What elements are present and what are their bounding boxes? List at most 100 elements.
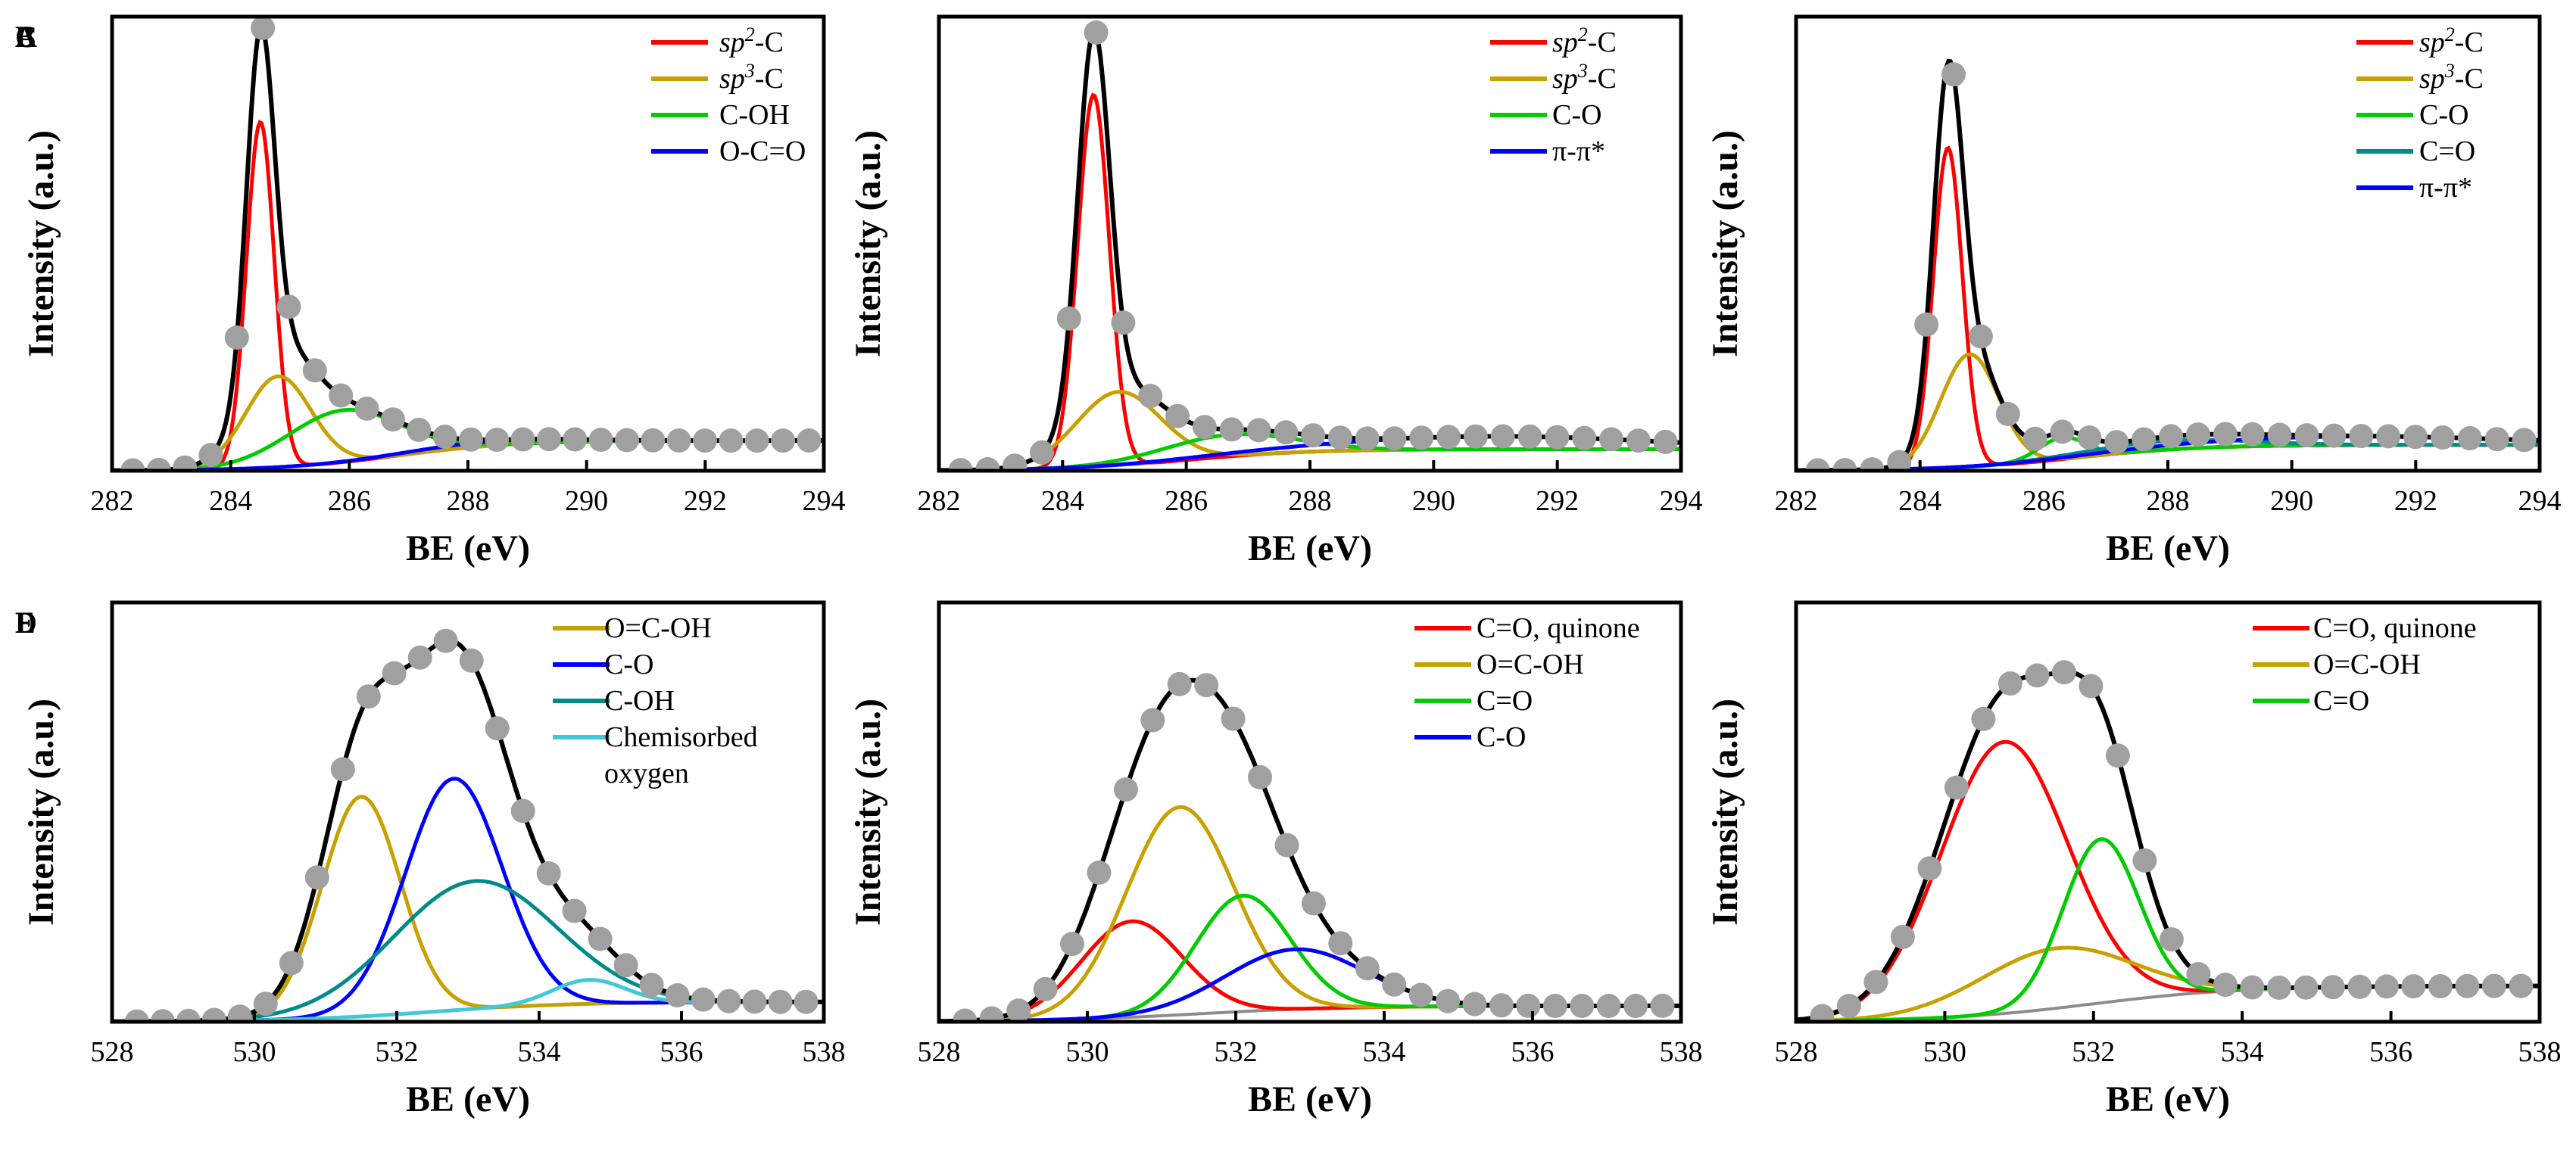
peak-c-o xyxy=(112,777,824,1022)
data-point xyxy=(1328,931,1353,956)
panel-e: 528 530 532 534 536 538 BE (eV) Intensity (a.u.… xyxy=(15,600,1703,1119)
data-point xyxy=(201,1007,226,1022)
legend-label: C-O xyxy=(1552,99,1601,131)
data-point xyxy=(953,1008,978,1022)
x-tick-label: 538 xyxy=(2518,1036,2562,1068)
data-point xyxy=(1355,426,1380,451)
data-point xyxy=(1863,970,1888,995)
x-tick-label: 530 xyxy=(233,1036,276,1068)
data-point xyxy=(768,989,793,1014)
plot-area xyxy=(112,628,824,1022)
y-axis-label: Intensity (a.u.) xyxy=(848,699,888,926)
legend-label: C=O xyxy=(2313,685,2369,717)
data-point xyxy=(1246,418,1271,443)
data-point xyxy=(1436,425,1461,450)
data-point xyxy=(2051,660,2076,685)
x-axis-label: BE (eV) xyxy=(406,1079,530,1119)
legend-label-part: sp xyxy=(719,26,745,58)
data-point xyxy=(1301,891,1326,916)
legend-label-superscript: 3 xyxy=(1577,60,1588,82)
legend: O=C-OH C-O C-OH Chemisorbed oxygen xyxy=(553,612,758,789)
data-point xyxy=(794,989,819,1014)
x-tick-label: 288 xyxy=(447,485,490,517)
data-point xyxy=(1941,62,1966,87)
data-point xyxy=(537,427,561,452)
data-point xyxy=(1409,425,1434,450)
data-point xyxy=(716,988,741,1013)
legend-label-superscript: 2 xyxy=(2445,23,2455,45)
data-point xyxy=(330,757,355,782)
data-point xyxy=(2484,427,2509,452)
legend-item: sp3-C xyxy=(2356,60,2484,95)
data-point xyxy=(2403,425,2428,450)
data-point xyxy=(2266,976,2291,1000)
data-point xyxy=(1489,993,1514,1018)
data-point xyxy=(665,983,690,1007)
legend-item: C=O xyxy=(2253,685,2369,717)
x-axis-label: BE (eV) xyxy=(2106,1079,2230,1119)
data-point xyxy=(1599,427,1623,452)
x-tick-label: 284 xyxy=(209,485,252,517)
data-point xyxy=(1274,833,1299,858)
x-tick-label: 288 xyxy=(1289,485,1332,517)
x-tick-label: 534 xyxy=(2221,1036,2264,1068)
legend-label-part: -C xyxy=(755,63,784,95)
legend-item: C=O xyxy=(2356,135,2475,167)
legend-label-part: -C xyxy=(755,26,784,58)
data-point xyxy=(1221,706,1246,731)
data-point xyxy=(2401,974,2426,999)
data-point xyxy=(641,428,666,453)
data-point xyxy=(150,1009,175,1022)
legend-label: sp2-C xyxy=(719,23,784,58)
data-point xyxy=(2430,425,2455,450)
legend-item: C-OH xyxy=(651,99,790,131)
x-tick-label: 536 xyxy=(660,1036,703,1068)
data-point xyxy=(1060,932,1084,957)
panel-letter: D xyxy=(15,606,37,640)
legend-item: sp2-C xyxy=(1490,23,1617,58)
legend-label: C=O xyxy=(2419,135,2475,167)
data-point xyxy=(1165,403,1190,428)
legend-label-superscript: 2 xyxy=(1578,23,1588,45)
data-point xyxy=(510,427,535,452)
data-point xyxy=(1327,425,1352,450)
peak-c-o-quinone xyxy=(1796,739,2540,1022)
data-point xyxy=(173,455,198,471)
legend-label: C=O, quinone xyxy=(1477,612,1640,644)
x-tick-label: 284 xyxy=(1898,485,1941,517)
legend-item: sp2-C xyxy=(651,23,784,58)
legend-label: C-OH xyxy=(604,685,675,717)
data-point xyxy=(2320,975,2345,1000)
legend-label: C=O xyxy=(1477,685,1533,717)
data-point xyxy=(1140,708,1165,733)
x-axis-label: BE (eV) xyxy=(406,528,530,568)
legend-label: C-O xyxy=(604,649,653,680)
data-point xyxy=(1653,429,1678,454)
data-point xyxy=(1084,20,1109,45)
x-axis-label: BE (eV) xyxy=(2106,528,2230,568)
data-point xyxy=(1997,671,2022,696)
data-point xyxy=(407,645,432,670)
panel-f: 528 530 532 534 536 538 BE (eV) Intensity (a.u.… xyxy=(15,600,2562,1119)
data-point xyxy=(253,992,278,1016)
data-point xyxy=(2132,427,2157,452)
data-point xyxy=(1968,324,1993,349)
plot-frame xyxy=(110,600,826,1024)
legend-item: Chemisorbed oxygen xyxy=(553,721,758,789)
data-point xyxy=(691,987,716,1012)
data-point xyxy=(1832,458,1857,471)
data-point xyxy=(2213,973,2238,998)
legend-item: C-OH xyxy=(553,685,675,717)
x-tick-label: 528 xyxy=(1775,1036,1818,1068)
data-point xyxy=(329,383,354,408)
y-axis-label: Intensity (a.u.) xyxy=(1705,130,1745,357)
data-point xyxy=(1860,457,1885,471)
data-point xyxy=(1355,956,1380,981)
data-point xyxy=(1490,424,1515,449)
data-point xyxy=(1003,453,1028,471)
x-tick-label: 290 xyxy=(565,485,608,517)
legend-label: sp2-C xyxy=(1552,23,1617,58)
x-tick-label: 532 xyxy=(1215,1036,1258,1068)
legend: C=O, quinone O=C-OH C=O C-O xyxy=(1414,612,1640,753)
legend-label: sp2-C xyxy=(2419,23,2484,58)
